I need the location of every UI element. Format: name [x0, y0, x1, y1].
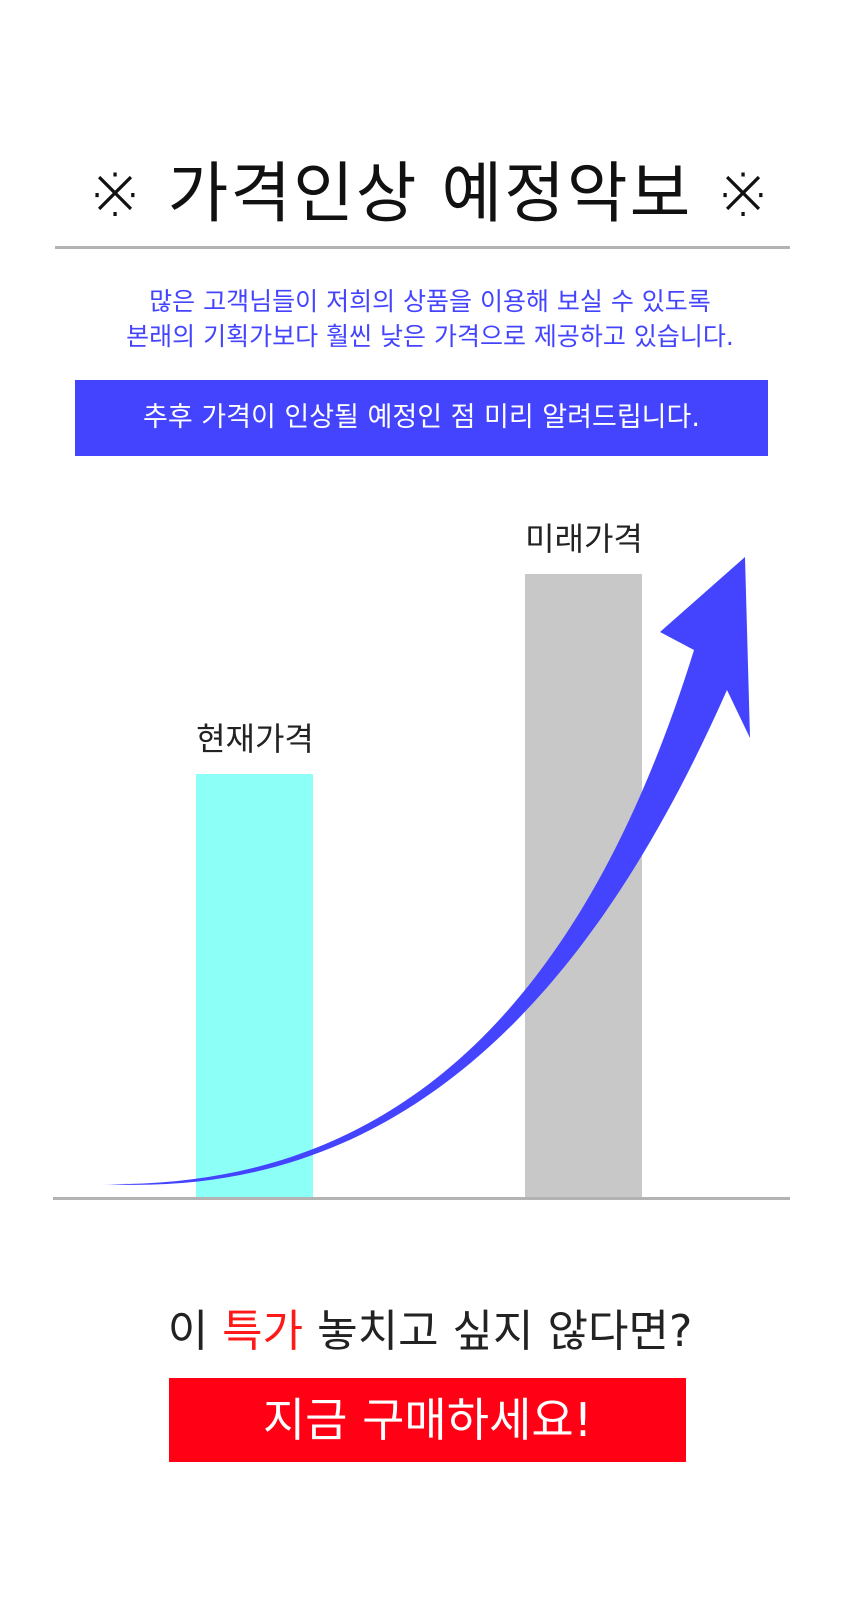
intro-line-2: 본래의 기획가보다 훨씬 낮은 가격으로 제공하고 있습니다.	[126, 322, 734, 351]
intro-line-1: 많은 고객님들이 저희의 상품을 이용해 보실 수 있도록	[149, 287, 711, 316]
baseline	[53, 1197, 790, 1200]
notice-banner: 추후 가격이 인상될 예정인 점 미리 알려드립니다.	[75, 380, 768, 456]
question-text: 이 특가 놓치고 싶지 않다면?	[0, 1295, 860, 1359]
rising-arrow	[103, 557, 750, 1185]
intro-text: 많은 고객님들이 저희의 상품을 이용해 보실 수 있도록 본래의 기획가보다 …	[0, 284, 860, 354]
current-price-bar	[196, 774, 313, 1198]
future-price-label: 미래가격	[525, 520, 643, 558]
question-after: 놓치고 싶지 않다면?	[303, 1306, 693, 1357]
question-highlight: 특가	[222, 1306, 304, 1357]
title-divider	[55, 246, 790, 249]
current-price-label: 현재가격	[196, 720, 314, 758]
page-title: ※ 가격인상 예정악보 ※	[87, 155, 773, 232]
question-before: 이	[167, 1306, 223, 1357]
buy-now-button[interactable]: 지금 구매하세요!	[169, 1378, 686, 1462]
